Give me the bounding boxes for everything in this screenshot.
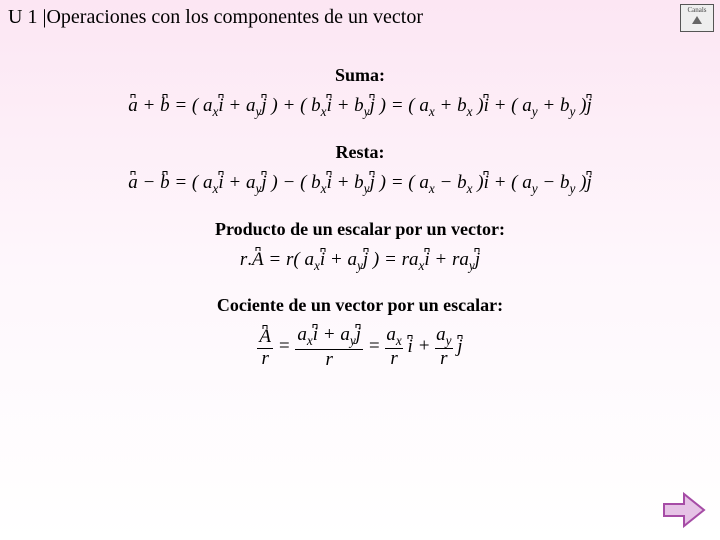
vec-j: j [586,171,591,194]
vec-i: i [408,335,413,358]
slide-title: Operaciones con los componentes de un ve… [46,6,423,28]
vec-a: a [128,94,138,117]
arrow-right-icon [660,490,708,530]
vec-i: i [484,171,489,194]
vec-j: j [370,171,375,194]
vec-i: i [218,94,223,117]
vec-i: i [218,171,223,194]
vec-i: i [327,171,332,194]
vec-j: j [475,248,480,271]
section-title-diff: Resta: [50,142,670,163]
frac-expand: axi + ayj r [295,324,363,370]
next-arrow-button[interactable] [660,490,708,530]
equation-quot: A r = axi + ayj r = ax r i + ay r j [50,324,670,370]
vec-i: i [424,248,429,271]
slide-header: U 1 |Operaciones con los componentes de … [0,0,720,33]
vec-i: i [320,248,325,271]
unit-label: U 1 [8,6,37,28]
vec-j: j [261,171,266,194]
section-title-prod: Producto de un escalar por un vector: [50,219,670,240]
content-area: Suma: a + b = ( axi + ayj ) + ( bxi + by… [0,33,720,371]
section-title-sum: Suma: [50,65,670,86]
section-title-quot: Cociente de un vector por un escalar: [50,295,670,316]
vec-j: j [261,94,266,117]
vec-j: j [586,94,591,117]
logo-badge: Canals [680,4,714,32]
vec-j: j [457,335,462,358]
vec-b: b [160,94,170,117]
vec-a: a [128,171,138,194]
vec-j: j [370,94,375,117]
equation-diff: a − b = ( axi + ayj ) − ( bxi + byj ) = … [50,171,670,197]
logo-label: Canals [687,6,706,14]
vec-i: i [327,94,332,117]
equation-sum: a + b = ( axi + ayj ) + ( bxi + byj ) = … [50,94,670,120]
vec-b: b [160,171,170,194]
vec-j: j [363,248,368,271]
frac-A-r: A r [257,326,273,370]
logo-icon [692,16,702,24]
frac-ax-r: ax r [385,325,402,370]
vec-A: A [252,248,264,271]
frac-ay-r: ay r [435,325,452,370]
vec-i: i [484,94,489,117]
equation-prod: r.A = r( axi + ayj ) = raxi + rayj [50,248,670,274]
